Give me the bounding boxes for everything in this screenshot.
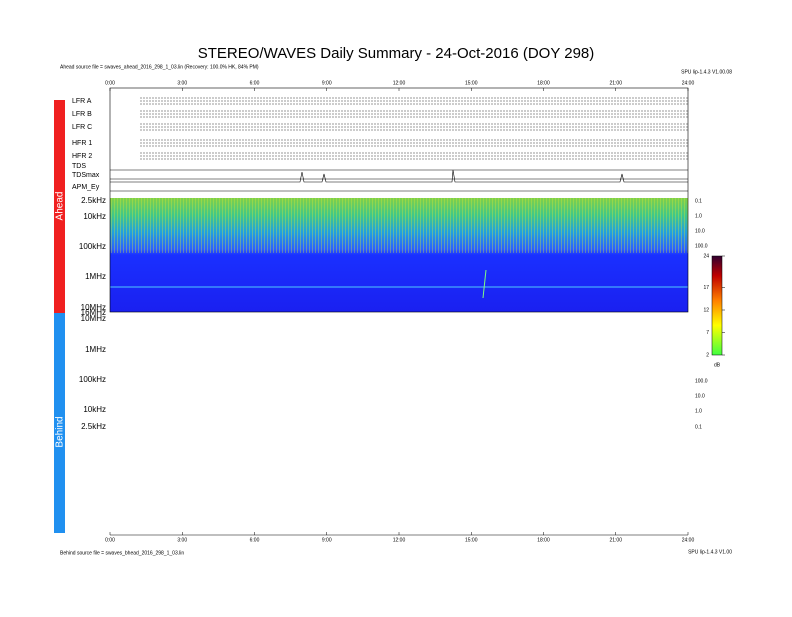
freq-label: 10kHz bbox=[83, 405, 106, 414]
panel-label: LFR A bbox=[72, 98, 92, 105]
wavelength-label: 0.1 bbox=[695, 198, 702, 204]
freq-label: 100kHz bbox=[79, 242, 106, 251]
behind-frame bbox=[110, 313, 688, 535]
time-label: 0:00 bbox=[105, 80, 115, 86]
freq-label: 10kHz bbox=[83, 212, 106, 221]
freq-label: 1MHz bbox=[85, 345, 106, 354]
panel-label: HFR 2 bbox=[72, 153, 92, 160]
freq-label: 10MHz bbox=[81, 303, 106, 312]
version: SPU lip-1.4.3 V1.00 bbox=[688, 549, 732, 555]
spectrogram-burst bbox=[482, 269, 487, 299]
time-label: 24:00 bbox=[682, 537, 695, 543]
time-label: 15:00 bbox=[465, 537, 478, 543]
freq-label: 10MHz bbox=[81, 314, 106, 323]
wavelength-label: 10.0 bbox=[695, 393, 705, 399]
version: SPU lip-1.4.3 V1.00.08 bbox=[681, 69, 732, 75]
colorbar-label: 2 bbox=[706, 352, 709, 358]
panel-label: TDSmax bbox=[72, 172, 100, 179]
time-label: 12:00 bbox=[393, 537, 406, 543]
time-label: 6:00 bbox=[250, 537, 260, 543]
ahead-bar bbox=[54, 100, 65, 313]
time-label: 18:00 bbox=[537, 537, 550, 543]
freq-label: 2.5kHz bbox=[81, 422, 106, 431]
colorbar-label: 17 bbox=[703, 285, 709, 291]
wavelength-label: 10.0 bbox=[695, 228, 705, 234]
time-label: 24:00 bbox=[682, 80, 695, 86]
tdsmax-trace bbox=[110, 169, 688, 183]
source-file: Behind source file = swaves_bhead_2016_2… bbox=[60, 550, 184, 556]
time-label: 6:00 bbox=[250, 80, 260, 86]
time-label: 3:00 bbox=[177, 537, 187, 543]
colorbar-unit: dB bbox=[714, 362, 721, 368]
wavelength-label: 1.0 bbox=[695, 213, 702, 219]
freq-label: 2.5kHz bbox=[81, 196, 106, 205]
time-label: 9:00 bbox=[322, 80, 332, 86]
panel-label: APM_Ey bbox=[72, 184, 100, 191]
panel-label: HFR 1 bbox=[72, 140, 92, 147]
wavelength-label: 0.1 bbox=[695, 424, 702, 430]
title: STEREO/WAVES Daily Summary - 24-Oct-2016… bbox=[198, 45, 595, 62]
wavelength-label: 100.0 bbox=[695, 243, 708, 249]
time-label: 0:00 bbox=[105, 537, 115, 543]
colorbar-label: 7 bbox=[706, 330, 709, 336]
panel-label: TDS bbox=[72, 163, 86, 170]
wavelength-label: 1.0 bbox=[695, 408, 702, 414]
time-label: 21:00 bbox=[609, 537, 622, 543]
colorbar bbox=[711, 255, 723, 356]
time-label: 15:00 bbox=[465, 80, 478, 86]
freq-label: 100kHz bbox=[79, 375, 106, 384]
colorbar-label: 12 bbox=[703, 307, 709, 313]
freq-label: 16MHz bbox=[81, 308, 106, 317]
panel-label: LFR B bbox=[72, 111, 92, 118]
wavelength-label: 100.0 bbox=[695, 378, 708, 384]
time-label: 21:00 bbox=[609, 80, 622, 86]
spectrogram-texture bbox=[110, 198, 688, 253]
ahead-label: Ahead bbox=[55, 192, 66, 221]
source-file: Ahead source file = swaves_ahead_2016_29… bbox=[60, 64, 259, 70]
time-label: 3:00 bbox=[177, 80, 187, 86]
time-label: 18:00 bbox=[537, 80, 550, 86]
freq-label: 1MHz bbox=[85, 272, 106, 281]
behind-bar bbox=[54, 313, 65, 533]
behind-label: Behind bbox=[55, 416, 66, 447]
time-label: 9:00 bbox=[322, 537, 332, 543]
time-label: 12:00 bbox=[393, 80, 406, 86]
panel-label: LFR C bbox=[72, 124, 92, 131]
colorbar-label: 24 bbox=[703, 253, 709, 259]
